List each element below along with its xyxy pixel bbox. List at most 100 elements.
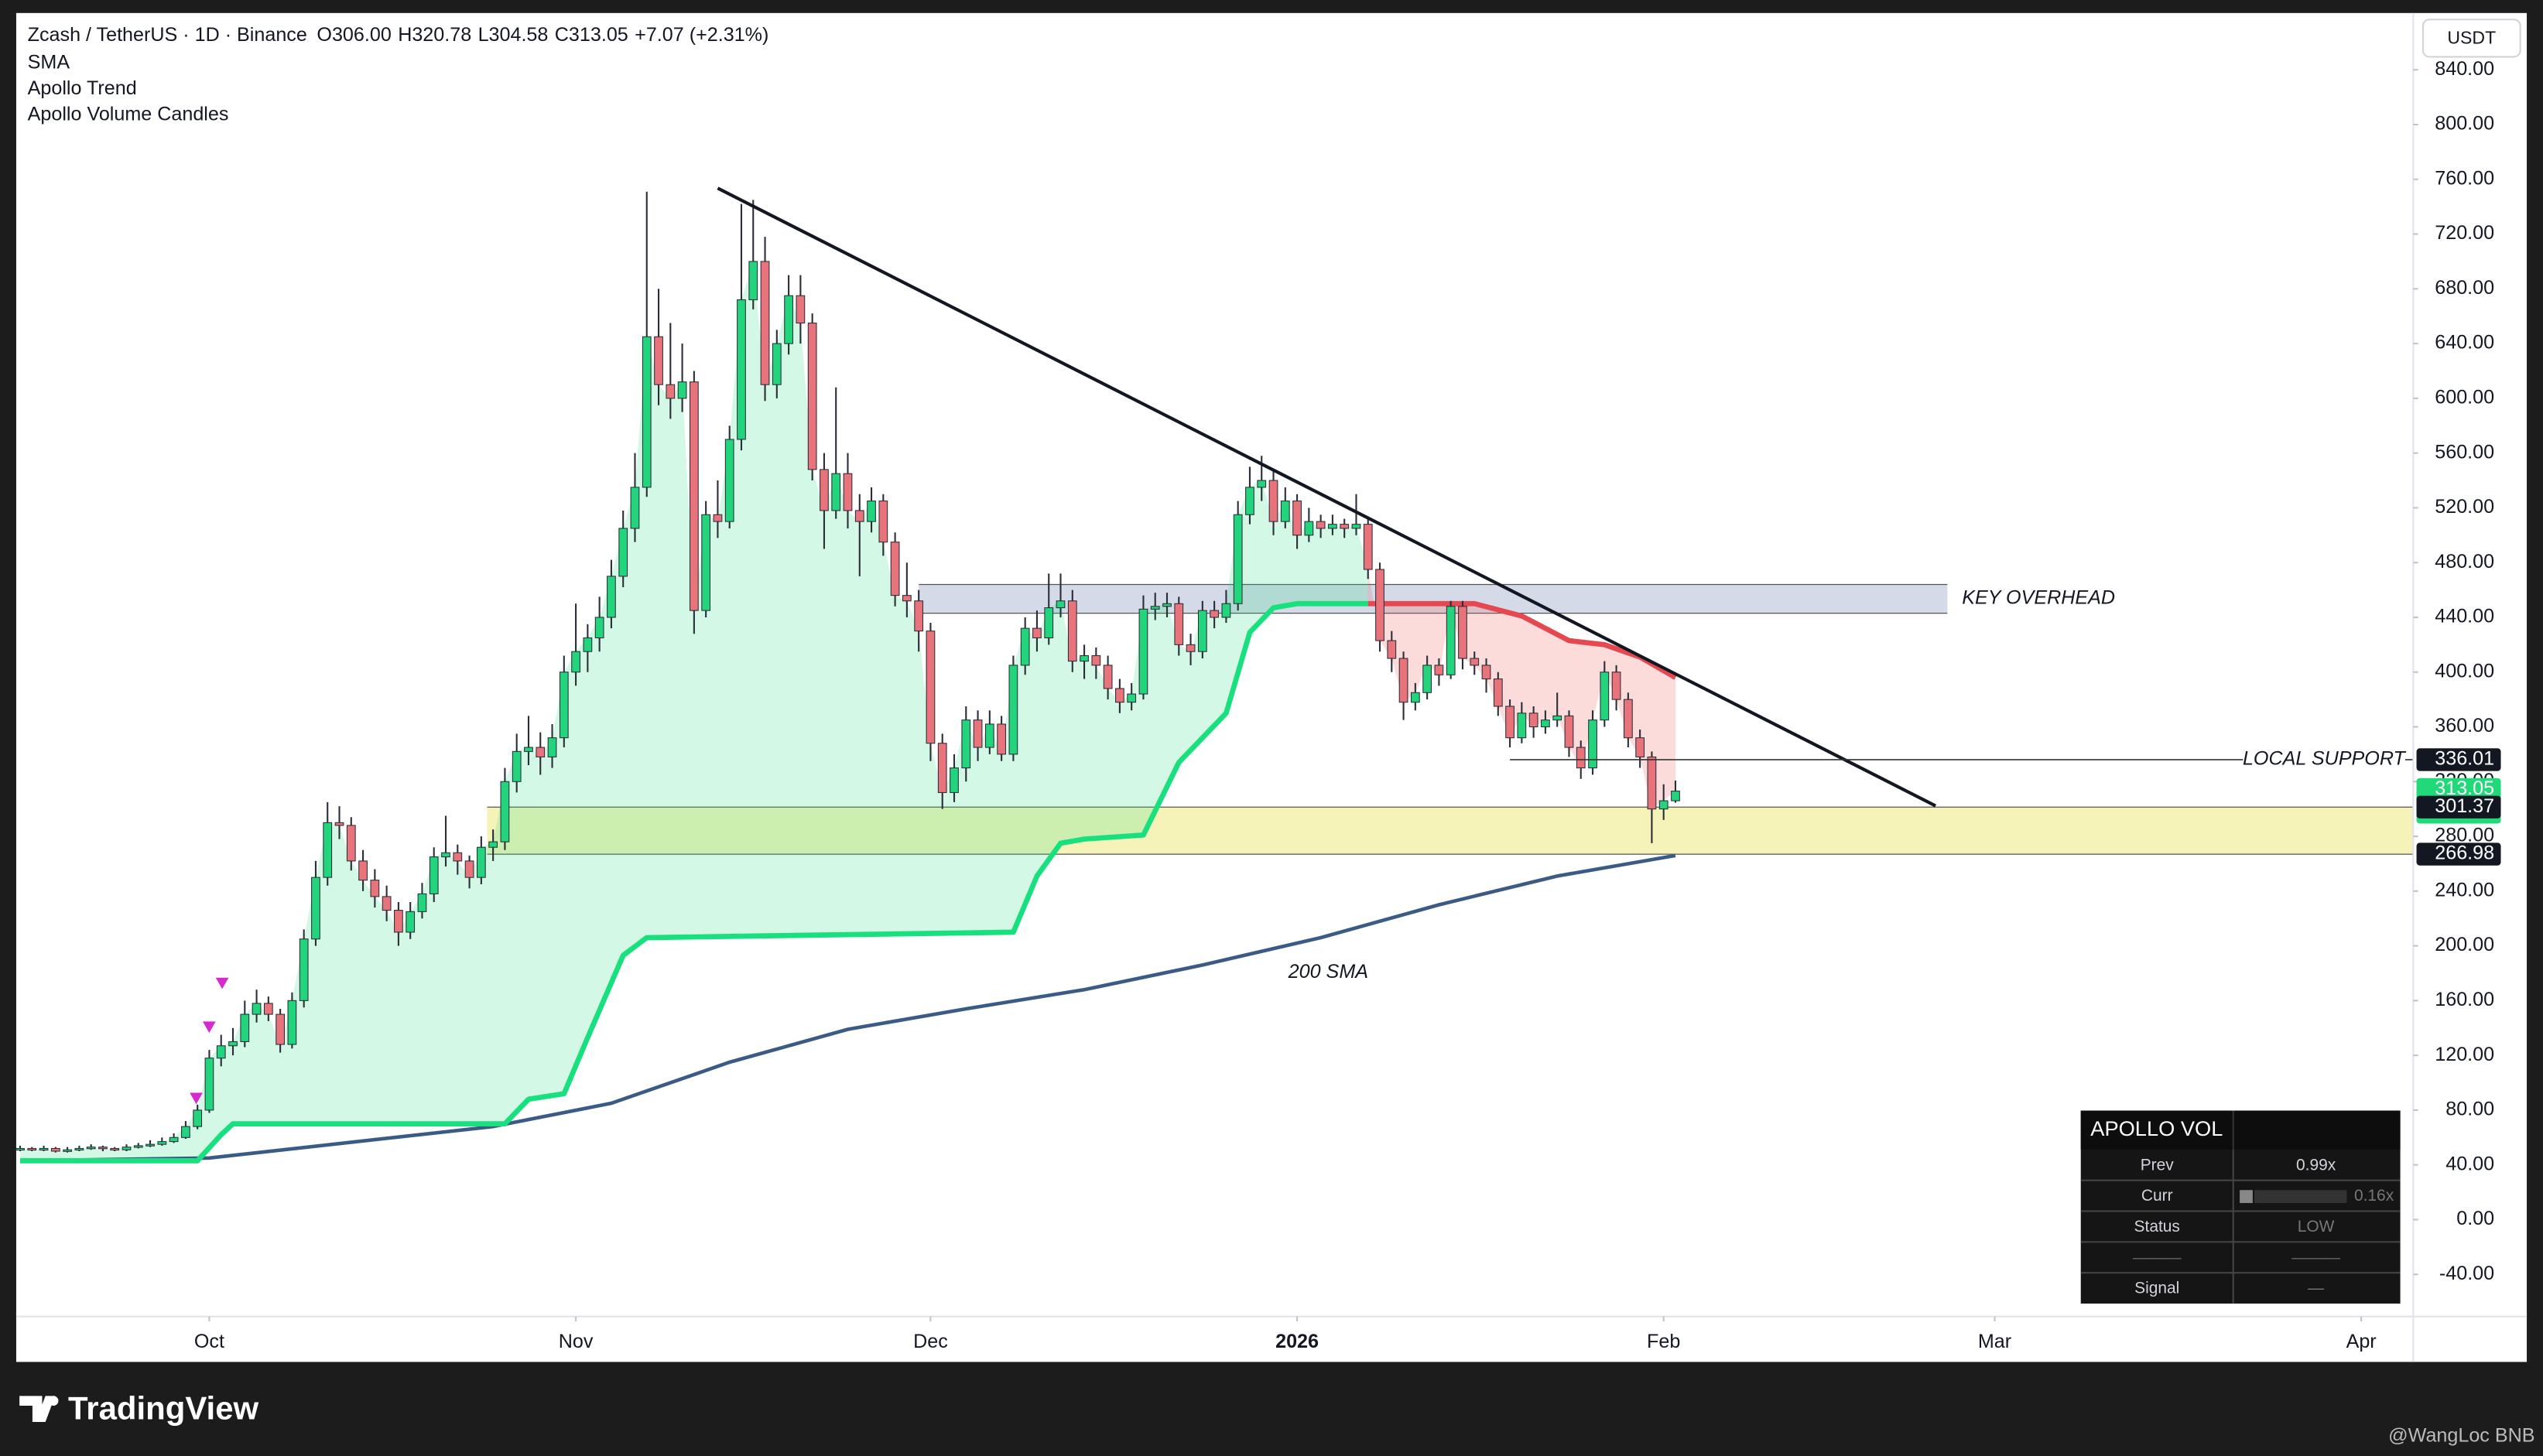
table-cell: ——— xyxy=(2133,1249,2182,1266)
y-tick-label: 800.00 xyxy=(2435,113,2494,135)
candle-body xyxy=(299,938,309,1001)
candle-body xyxy=(1091,655,1101,666)
candle-body xyxy=(689,381,699,611)
candle-body xyxy=(961,719,971,769)
candle-body xyxy=(1387,640,1397,659)
y-tick-label: 120.00 xyxy=(2435,1044,2494,1065)
candle-body xyxy=(1056,600,1066,609)
table-cell: 0.16x xyxy=(2354,1187,2394,1205)
candle-body xyxy=(476,846,486,878)
candle-body xyxy=(429,856,439,894)
y-tick-label: 840.00 xyxy=(2435,58,2494,80)
candle-body xyxy=(914,600,924,632)
symbol: Zcash / TetherUS · 1D · Binance xyxy=(28,24,307,46)
candle-body xyxy=(677,381,687,399)
trend-fill xyxy=(1367,569,1675,809)
x-tick-label: 2026 xyxy=(1275,1331,1319,1352)
table-cell: — xyxy=(2308,1280,2324,1297)
candle-body xyxy=(193,1109,203,1127)
candle-body xyxy=(133,1145,143,1148)
candle-body xyxy=(263,1003,273,1015)
candle-body xyxy=(547,737,557,757)
candle-body xyxy=(370,880,380,897)
zone xyxy=(919,584,1948,614)
logo-icon xyxy=(19,1396,56,1422)
candle-body xyxy=(27,1147,37,1151)
candle-body xyxy=(1600,672,1610,721)
candle-body xyxy=(252,1003,262,1015)
candle-body xyxy=(512,750,522,782)
x-tick-label: Dec xyxy=(913,1331,948,1352)
legend-item[interactable]: Apollo Trend xyxy=(28,77,137,99)
meter-track xyxy=(2254,1190,2347,1204)
signal-marker xyxy=(202,1021,216,1033)
candle-body xyxy=(1422,665,1432,693)
currency[interactable]: USDT xyxy=(2447,27,2496,47)
price-tag-label: 313.05 xyxy=(2435,778,2494,799)
x-tick-label: Oct xyxy=(194,1331,224,1352)
candle-body xyxy=(1398,658,1408,703)
candle-body xyxy=(594,617,604,639)
candle-body xyxy=(1032,627,1042,639)
y-tick-label: 640.00 xyxy=(2435,332,2494,354)
table-title: APOLLO VOL xyxy=(2090,1116,2223,1140)
candle-body xyxy=(417,893,427,912)
candle-body xyxy=(1446,606,1456,675)
candle-body xyxy=(1517,713,1527,739)
signal-marker xyxy=(190,1092,203,1105)
legend-item[interactable]: SMA xyxy=(28,51,70,73)
y-tick-label: 0.00 xyxy=(2456,1208,2494,1229)
candle-body xyxy=(334,822,344,826)
candle-body xyxy=(228,1041,238,1047)
table-cell: Status xyxy=(2134,1218,2180,1236)
candle-body xyxy=(1481,665,1491,680)
candle-body xyxy=(1363,524,1373,570)
brand: TradingView xyxy=(68,1389,258,1426)
candle-body xyxy=(464,860,474,878)
candle-body xyxy=(1020,627,1030,666)
x-tick-label: Feb xyxy=(1647,1331,1680,1352)
trendline xyxy=(717,186,1937,808)
meter-cell xyxy=(2240,1190,2253,1204)
ohlc-low: L304.58 xyxy=(478,24,549,46)
candle-body xyxy=(1458,606,1467,659)
candle-body xyxy=(1470,658,1480,666)
legend-item[interactable]: Apollo Volume Candles xyxy=(28,103,229,125)
candle-body xyxy=(216,1045,226,1059)
candle-body xyxy=(63,1149,72,1152)
candle-body xyxy=(890,542,900,596)
candle-body xyxy=(607,576,616,618)
candle-body xyxy=(145,1143,155,1147)
candle-body xyxy=(1186,644,1196,652)
x-tick-label: Nov xyxy=(559,1331,594,1352)
candle-body xyxy=(358,860,368,881)
candle-body xyxy=(737,299,746,440)
candle-body xyxy=(854,510,864,522)
candle-body xyxy=(1197,610,1207,652)
y-tick-label: 200.00 xyxy=(2435,934,2494,955)
candle-body xyxy=(843,473,853,511)
candle-body xyxy=(831,473,841,511)
plot-area xyxy=(15,186,2414,1164)
candle-body xyxy=(1671,791,1680,801)
sma-line xyxy=(19,853,1676,1163)
candle-body xyxy=(1174,603,1184,645)
candle-body xyxy=(1410,692,1420,703)
candle-body xyxy=(406,911,416,933)
candle-body xyxy=(559,672,569,739)
candle-body xyxy=(926,631,936,744)
currency-button[interactable] xyxy=(2421,19,2521,58)
candle-body xyxy=(1115,688,1124,703)
candle-body xyxy=(937,743,947,793)
candle-body xyxy=(1080,655,1089,662)
candle-body xyxy=(973,719,983,748)
zone-label: KEY OVERHEAD xyxy=(1962,587,2115,609)
y-tick-label: 160.00 xyxy=(2435,989,2494,1010)
y-tick-label: 560.00 xyxy=(2435,441,2494,463)
price-tag-label: 266.98 xyxy=(2435,842,2494,864)
candle-body xyxy=(1127,693,1137,703)
candle-body xyxy=(323,822,333,878)
table-header xyxy=(2080,1110,2401,1150)
candle-body xyxy=(1658,800,1669,810)
